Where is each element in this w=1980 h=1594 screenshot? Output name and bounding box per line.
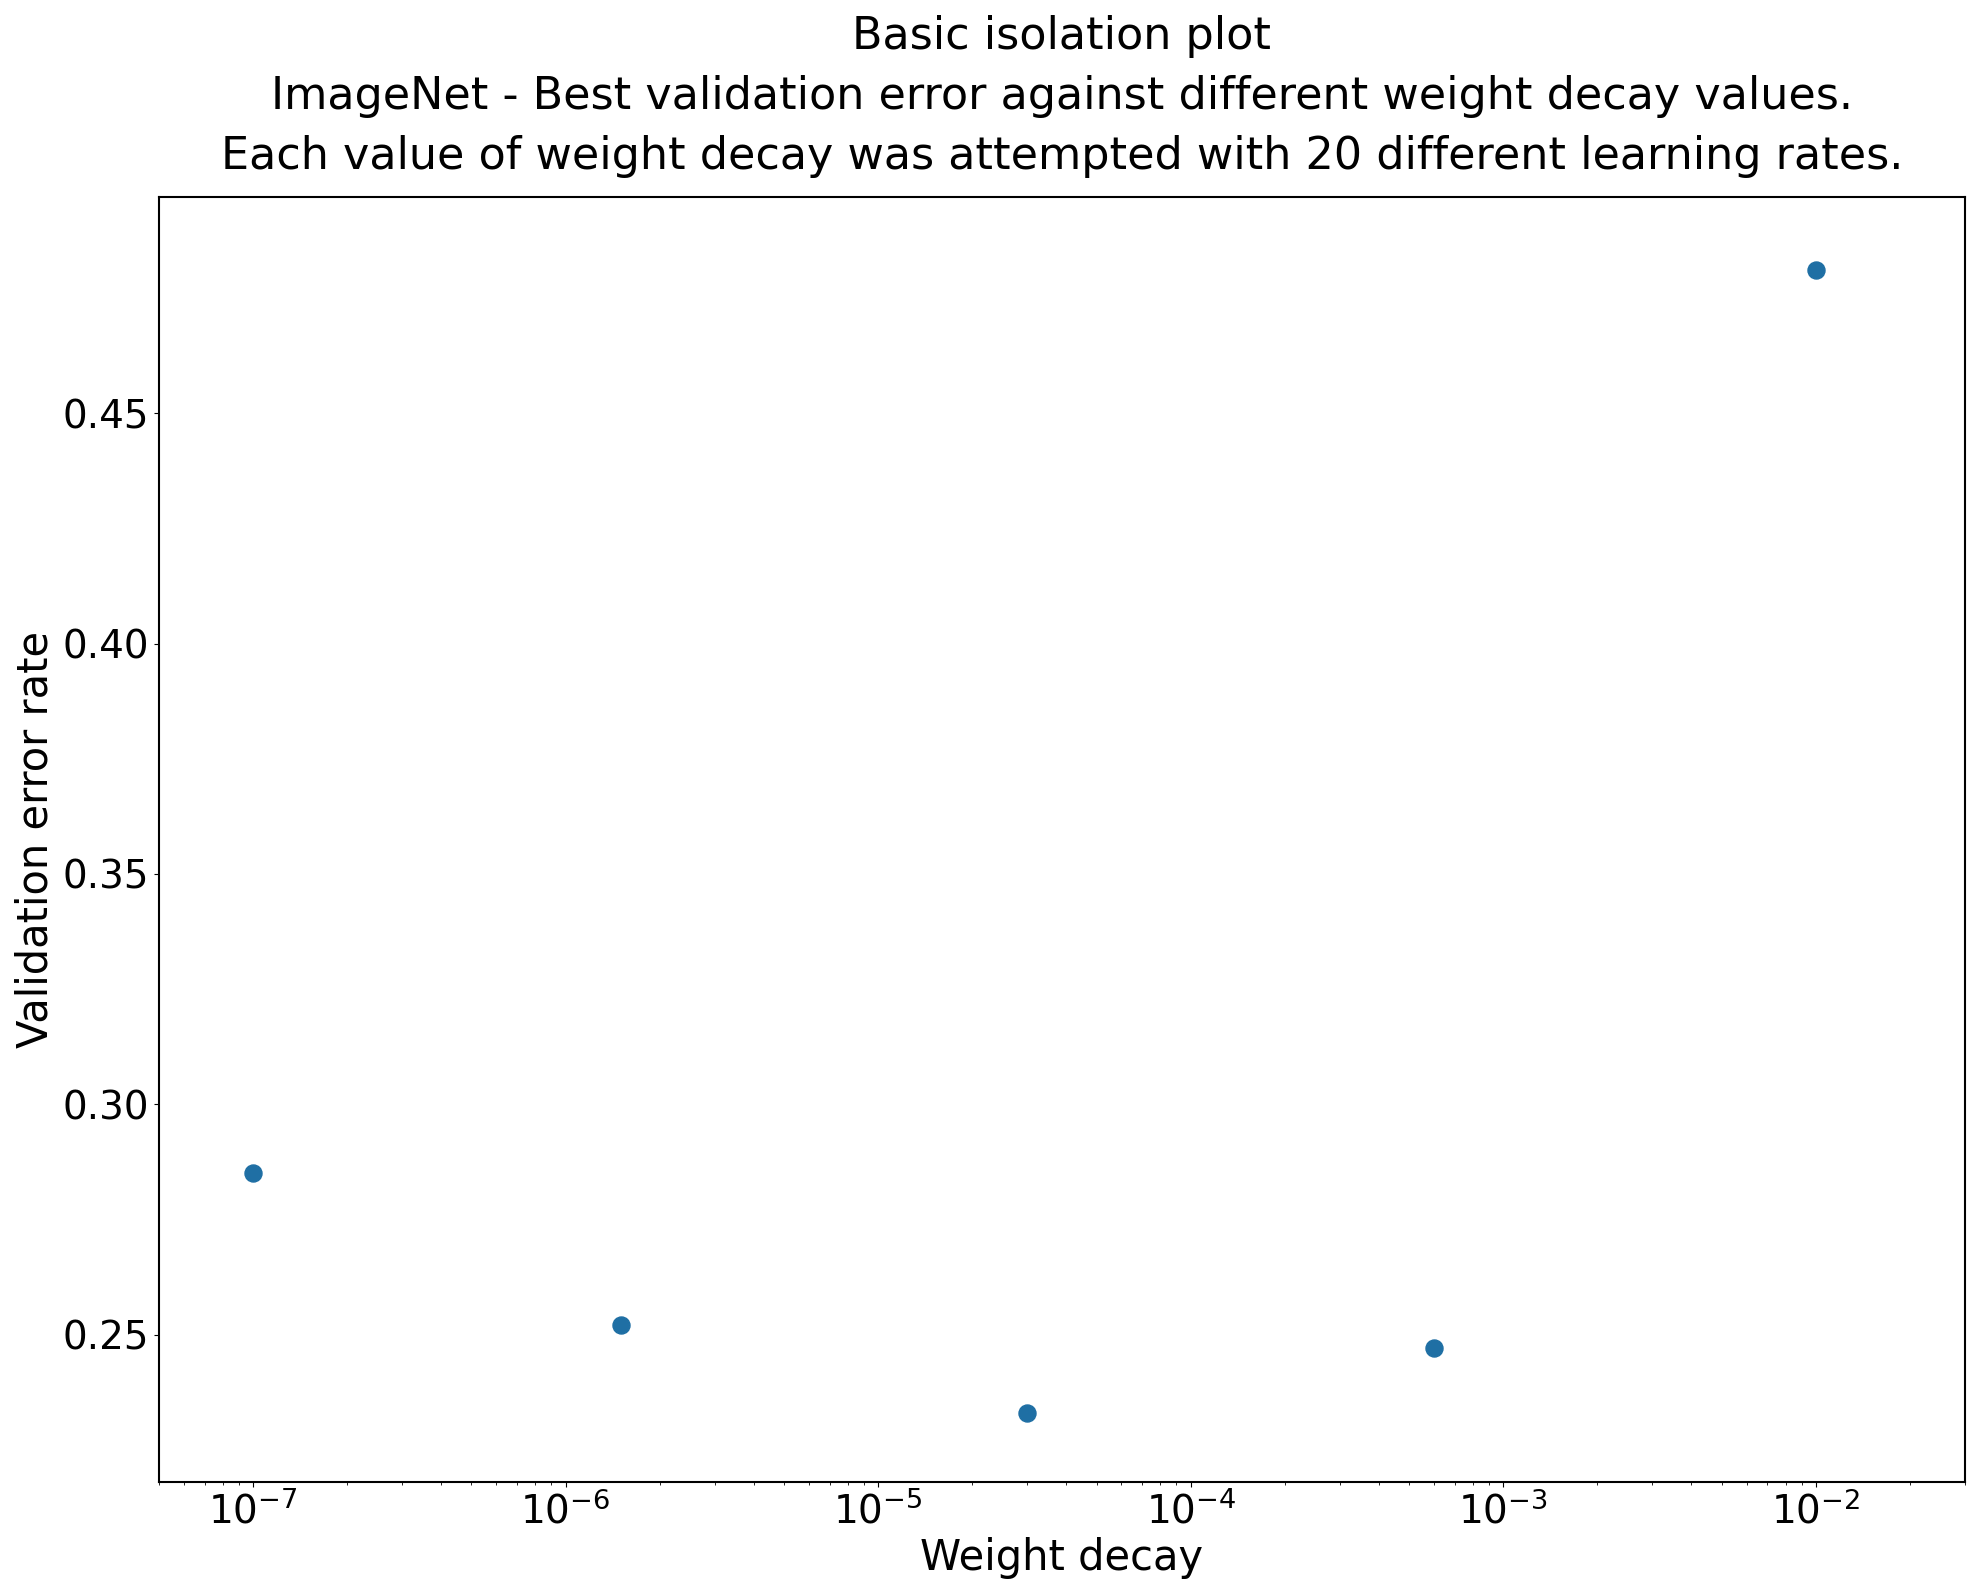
Point xyxy=(604,1312,636,1337)
Y-axis label: Validation error rate: Validation error rate xyxy=(16,631,57,1047)
X-axis label: Weight decay: Weight decay xyxy=(921,1537,1204,1580)
Point xyxy=(1012,1400,1043,1425)
Point xyxy=(1418,1336,1449,1361)
Title: Basic isolation plot
ImageNet - Best validation error against different weight d: Basic isolation plot ImageNet - Best val… xyxy=(220,14,1903,179)
Point xyxy=(238,1160,269,1186)
Point xyxy=(1800,258,1832,284)
